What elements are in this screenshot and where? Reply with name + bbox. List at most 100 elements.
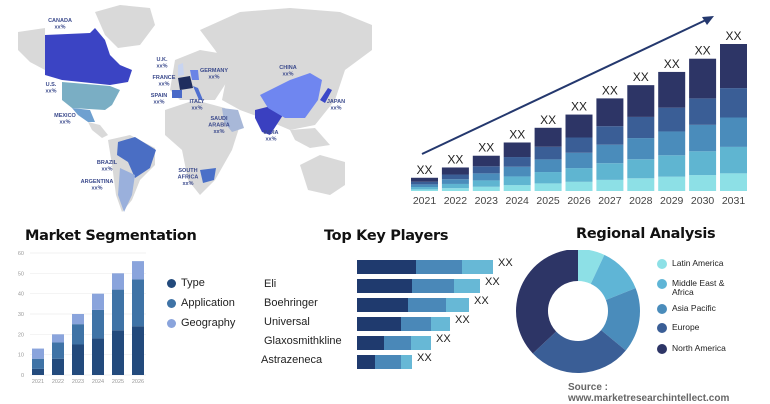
legend-item: Geography	[167, 317, 235, 329]
country-name: SPAIN	[151, 93, 167, 99]
legend-label: Type	[181, 277, 205, 289]
legend-dot-icon	[657, 259, 667, 269]
segment-bar	[52, 342, 64, 359]
country-value: xx%	[156, 64, 167, 70]
growth-bar-segment	[658, 155, 686, 177]
legend-label: North America	[672, 343, 726, 353]
segment-bar	[32, 348, 44, 359]
key-player-bar-segment	[411, 336, 431, 350]
growth-bar-segment	[565, 137, 593, 153]
segment-bar	[92, 309, 104, 339]
country-name: AFRICA	[178, 175, 199, 181]
country-value: xx%	[213, 129, 224, 135]
country-value: xx%	[54, 25, 65, 31]
map-label: FRANCE xx%	[153, 75, 176, 88]
growth-bar-segment	[627, 85, 655, 117]
growth-bar-segment	[472, 173, 500, 181]
country-mexico	[72, 108, 95, 122]
country-name: MEXICO	[54, 113, 76, 119]
country-value: xx%	[265, 137, 276, 143]
x-tick-label: 2024	[92, 379, 104, 385]
country-name: CHINA	[279, 65, 296, 71]
growth-year-label: 2026	[567, 195, 591, 207]
legend-dot-icon	[657, 304, 667, 314]
growth-bar-segment	[411, 189, 438, 191]
growth-bar-segment	[720, 117, 747, 147]
growth-bar-segment	[627, 116, 655, 139]
growth-bar-segment	[596, 144, 624, 164]
growth-bar-segment	[411, 177, 438, 182]
top-key-players-title: Top Key Players	[324, 228, 449, 244]
country-italy	[193, 86, 203, 100]
country-brazil	[117, 137, 156, 178]
segment-bar	[52, 334, 64, 343]
growth-bar-segment	[720, 88, 747, 118]
key-player-data-label: XX	[417, 352, 432, 364]
growth-bar-chart: XX 2021 XX 2022 XX 2023 XX 2024 XX 2025 XX 2026 XX 20…	[411, 16, 747, 207]
market-segmentation-title: Market Segmentation	[25, 228, 197, 244]
key-player-bar-segment	[454, 279, 480, 293]
key-player-label: Astrazeneca	[261, 354, 323, 366]
country-name: U.K.	[157, 57, 168, 63]
map-label: MEXICO xx%	[54, 113, 76, 126]
country-name: CANADA	[48, 18, 72, 24]
country-name: ARABIA	[208, 123, 229, 129]
donut-slice	[578, 250, 605, 284]
growth-bar-segment	[689, 98, 717, 125]
country-us	[62, 82, 120, 110]
trend-arrow-head	[702, 16, 714, 25]
legend-dot-icon	[167, 298, 176, 308]
growth-bar-segment	[689, 58, 717, 99]
key-player-data-label: XX	[455, 314, 470, 326]
country-south-africa	[200, 168, 216, 183]
country-value: xx%	[101, 167, 112, 173]
growth-bar-segment	[411, 184, 438, 188]
map-label: INDIA xx%	[264, 130, 279, 143]
growth-bar-segment	[503, 176, 531, 186]
growth-data-label: XX	[416, 163, 432, 177]
key-player-label: Boehringer	[264, 297, 318, 309]
growth-bar-segment	[534, 183, 562, 191]
legend-dot-icon	[657, 279, 667, 289]
central-america	[88, 122, 108, 138]
growth-bar-segment	[472, 155, 500, 167]
country-name: SOUTH	[178, 168, 197, 174]
country-name: ITALY	[190, 99, 205, 105]
donut-slice	[532, 330, 626, 373]
country-value: xx%	[182, 181, 193, 187]
growth-year-label: 2023	[475, 195, 499, 207]
country-name: GERMANY	[200, 68, 228, 74]
map-label: SAUDI ARABIA xx%	[208, 116, 229, 135]
growth-bar-segment	[658, 71, 686, 108]
map-label: ARGENTINA xx%	[81, 179, 114, 192]
key-player-bar-segment	[462, 260, 493, 274]
legend-item: Middle East & Africa	[657, 279, 757, 297]
growth-bar-segment	[596, 163, 624, 180]
segment-bar	[32, 358, 44, 369]
growth-bar-segment	[534, 172, 562, 184]
segment-bar	[72, 324, 84, 345]
x-tick-label: 2022	[52, 379, 64, 385]
key-player-bar-segment	[401, 317, 431, 331]
legend-label: Asia Pacific	[672, 303, 716, 313]
growth-data-label: XX	[725, 29, 741, 43]
growth-data-label: XX	[633, 70, 649, 84]
growth-bar-segment	[565, 181, 593, 191]
country-name: SAUDI	[210, 116, 228, 122]
growth-bar-segment	[658, 107, 686, 132]
country-germany	[190, 70, 199, 80]
growth-bar-segment	[441, 188, 469, 191]
growth-bar-segment	[503, 157, 531, 167]
segment-bar	[72, 314, 84, 325]
growth-bar-segment	[689, 175, 717, 191]
country-argentina	[118, 168, 135, 212]
map-label: SPAIN xx%	[151, 93, 167, 106]
growth-bar-segment	[596, 98, 624, 127]
country-uk	[178, 63, 184, 76]
growth-year-label: 2030	[691, 195, 715, 207]
y-tick-label: 0	[21, 373, 24, 379]
legend-item: Europe	[657, 323, 757, 333]
growth-bar-segment	[565, 152, 593, 169]
growth-year-label: 2025	[536, 195, 560, 207]
country-value: xx%	[208, 75, 219, 81]
